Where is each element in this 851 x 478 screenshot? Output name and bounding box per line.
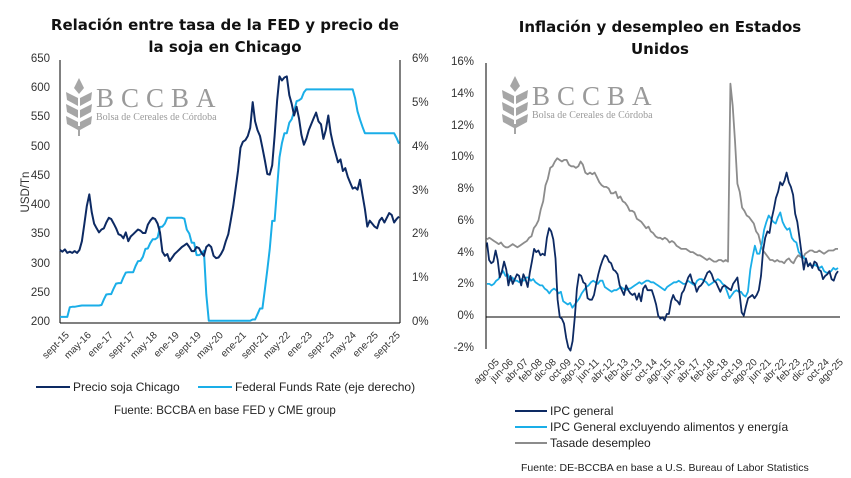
chart1-title: Relación entre tasa de la FED y precio d… — [40, 14, 410, 58]
chart2-title-line2: Unidos — [631, 40, 689, 58]
legend-label-unemp: Tasade desempleo — [550, 436, 651, 450]
chart1-y2tick-label: 4% — [412, 140, 429, 153]
chart1-ytick-label: 650 — [30, 53, 50, 65]
chart1-ytick-label: 250 — [30, 286, 50, 299]
legend-swatch-soja — [36, 386, 70, 388]
watermark-brand: BCCBA — [532, 81, 659, 111]
watermark-subtitle: Bolsa de Cereales de Córdoba — [96, 112, 217, 123]
legend-swatch-fed — [198, 386, 232, 388]
chart2-ytick-label: 6% — [457, 214, 474, 227]
chart2-ytick-label: 14% — [450, 87, 474, 100]
chart2-ytick-label: -2% — [453, 342, 474, 354]
legend-swatch-core — [515, 426, 547, 428]
chart2-ytick-label: 0% — [457, 310, 474, 323]
chart2-source: Fuente: DE-BCCBA en base a U.S. Bureau o… — [521, 462, 809, 474]
legend-label-soja: Precio soja Chicago — [73, 380, 180, 394]
chart1-title-line1: Relación entre tasa de la FED y precio d… — [50, 16, 400, 34]
chart1-legend-fed: Federal Funds Rate (eje derecho) — [198, 380, 415, 394]
chart1-ytick-label: 500 — [30, 140, 50, 153]
chart1-y2tick-label: 3% — [412, 184, 429, 197]
series-ipc-core — [487, 211, 839, 309]
chart1-legend-soja: Precio soja Chicago — [36, 380, 180, 394]
wheat-icon — [66, 78, 92, 136]
chart1-y2tick-label: 1% — [412, 272, 429, 285]
chart2-title-line1: Inflación y desempleo en Estados — [518, 18, 802, 36]
chart1-y2tick-label: 0% — [412, 316, 429, 328]
chart2-title: Inflación y desempleo en Estados Unidos — [480, 16, 840, 60]
chart2-ytick-label: 16% — [450, 56, 474, 68]
chart1-ytick-label: 550 — [30, 111, 50, 124]
chart2-ytick-label: 2% — [457, 278, 474, 291]
chart1-y2tick-label: 5% — [412, 96, 429, 109]
chart2-legend-core: IPC General excluyendo alimentos y energ… — [515, 420, 788, 434]
chart1-ytick-label: 200 — [30, 316, 50, 328]
chart2-legend-unemp: Tasade desempleo — [515, 436, 651, 450]
series-fed-funds-rate — [60, 88, 400, 322]
chart1-source: Fuente: BCCBA en base FED y CME group — [114, 405, 336, 417]
chart1-y2tick-label: 6% — [412, 53, 429, 65]
legend-label-core: IPC General excluyendo alimentos y energ… — [550, 420, 789, 434]
legend-label-ipc: IPC general — [550, 404, 614, 418]
chart1-y2tick-label: 2% — [412, 228, 429, 241]
legend-swatch-unemp — [515, 442, 547, 444]
chart2-ytick-label: 10% — [450, 151, 474, 164]
chart2-ytick-label: 4% — [457, 246, 474, 259]
series-tasa-desempleo — [486, 82, 838, 265]
chart2-legend-ipc: IPC general — [515, 404, 613, 418]
chart2-ytick-label: 12% — [450, 119, 474, 132]
watermark-subtitle: Bolsa de Cereales de Córdoba — [532, 110, 653, 121]
chart1-ytick-label: 350 — [30, 228, 50, 241]
chart1-ytick-label: 400 — [30, 199, 50, 212]
chart1-ytick-label: 450 — [30, 169, 50, 182]
chart1-title-line2: la soja en Chicago — [148, 38, 302, 56]
watermark-brand: BCCBA — [96, 83, 223, 113]
chart1-ytick-label: 300 — [30, 257, 50, 270]
series-ipc-general — [486, 171, 839, 352]
chart1-ytick-label: 600 — [30, 82, 50, 95]
legend-swatch-ipc — [515, 410, 547, 412]
legend-label-fed: Federal Funds Rate (eje derecho) — [235, 380, 416, 394]
wheat-icon — [502, 76, 528, 134]
chart2-ytick-label: 8% — [457, 183, 474, 196]
series-precio-soja — [59, 75, 400, 262]
